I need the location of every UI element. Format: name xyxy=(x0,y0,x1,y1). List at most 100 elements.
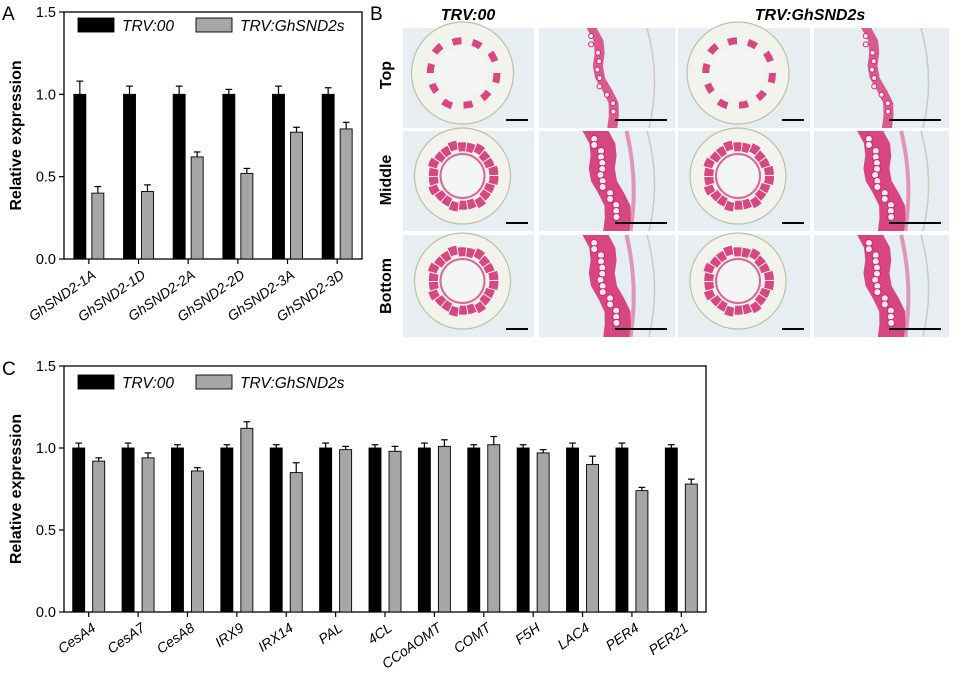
xylem-segment xyxy=(451,37,462,46)
xylem-segment xyxy=(763,165,774,176)
x-tick-label: CesA7 xyxy=(104,619,149,657)
xylem-segment xyxy=(733,247,742,257)
xylem-segment xyxy=(483,157,495,169)
phloem-band xyxy=(624,234,636,338)
xylem-segment xyxy=(488,270,499,281)
panel-letter-c: C xyxy=(2,359,16,380)
bar xyxy=(91,192,105,260)
bar xyxy=(172,93,186,260)
vessel xyxy=(596,75,603,81)
xylem-segment xyxy=(754,294,767,306)
xylem-segment xyxy=(750,196,762,209)
xylem-segment xyxy=(759,182,771,194)
xylem-segment xyxy=(427,157,440,169)
vessel xyxy=(887,213,896,221)
vessel xyxy=(590,141,599,149)
vessel xyxy=(596,58,603,65)
xylem-segment xyxy=(746,38,759,50)
xylem-segment xyxy=(441,98,453,110)
xylem-segment xyxy=(473,143,486,156)
y-tick-label: 0.5 xyxy=(36,523,56,539)
xylem-segment xyxy=(440,145,452,158)
xylem-segment xyxy=(441,300,453,312)
vessel xyxy=(885,108,892,115)
vessel xyxy=(878,91,885,98)
bar xyxy=(339,128,353,260)
vessel xyxy=(887,318,896,327)
bar xyxy=(586,463,599,613)
xylem-segment xyxy=(726,37,738,46)
x-tick-label: IRX14 xyxy=(255,619,296,655)
epidermis-edge xyxy=(920,27,930,129)
legend-swatch xyxy=(77,374,115,390)
bar xyxy=(222,93,236,260)
bar xyxy=(121,447,135,613)
x-tick-label: PAL xyxy=(315,619,345,647)
xylem-segment xyxy=(734,305,743,315)
xylem-segment xyxy=(759,287,771,299)
xylem-segment xyxy=(427,262,440,274)
legend-swatch xyxy=(195,374,233,390)
xylem-segment xyxy=(440,250,452,263)
xylem-segment xyxy=(742,303,753,315)
column-label-trv00: TRV:00 xyxy=(441,7,496,24)
xylem-segment xyxy=(466,247,476,259)
bar xyxy=(684,483,698,613)
xylem-segment xyxy=(479,189,491,201)
pith xyxy=(716,259,760,303)
xylem-segment xyxy=(758,157,771,169)
y-tick-label: 0.0 xyxy=(36,252,56,268)
vessel xyxy=(598,288,607,297)
plot-frame xyxy=(63,365,707,613)
bar xyxy=(566,447,579,613)
epidermis-edge xyxy=(920,234,930,338)
vessel xyxy=(596,83,603,90)
xylem-segment xyxy=(704,82,715,95)
xylem-segment xyxy=(709,151,722,163)
vessel xyxy=(606,195,615,203)
x-tick-label: CesA4 xyxy=(55,619,99,656)
pith xyxy=(440,154,485,198)
xylem-segment xyxy=(710,190,722,202)
vessel xyxy=(873,288,882,297)
panel-letter-b: B xyxy=(370,4,383,25)
xylem-segment xyxy=(734,200,743,210)
xylem-segment xyxy=(478,255,491,267)
xylem-segment xyxy=(479,294,491,306)
inner-ring xyxy=(439,153,486,199)
row-label-bottom: Bottom xyxy=(378,258,395,314)
vessel xyxy=(870,58,877,65)
xylem-segment xyxy=(738,100,750,109)
vessel xyxy=(864,245,873,254)
epidermis-edge xyxy=(646,27,656,129)
xylem-segment xyxy=(704,272,715,281)
xylem-segment xyxy=(741,247,751,259)
bar xyxy=(289,472,303,613)
plot-frame xyxy=(63,11,363,260)
epidermis-edge xyxy=(920,130,930,232)
legend-label: TRV:00 xyxy=(122,375,174,392)
phloem-band xyxy=(624,130,636,232)
xylem-segment xyxy=(703,262,715,274)
y-tick-label: 1.5 xyxy=(36,359,56,375)
xylem-segment xyxy=(478,150,491,162)
y-tick-label: 1.5 xyxy=(36,5,56,21)
row-label-top: Top xyxy=(378,61,395,89)
vessel xyxy=(873,183,882,191)
xylem-segment xyxy=(434,256,446,268)
xylem-segment xyxy=(749,143,761,156)
panel-letter-a: A xyxy=(2,4,15,25)
bar xyxy=(141,191,154,260)
xylem-segment xyxy=(704,176,715,186)
inner-ring xyxy=(715,153,761,199)
bar xyxy=(417,447,431,613)
vessel xyxy=(610,108,617,115)
y-axis-label: Relative expression xyxy=(8,60,25,210)
bar xyxy=(487,444,501,613)
vessel xyxy=(871,83,878,90)
xylem-segment xyxy=(434,190,447,202)
x-tick-label: COMT xyxy=(451,619,495,657)
bar xyxy=(437,445,451,613)
xylem-segment xyxy=(702,63,711,73)
